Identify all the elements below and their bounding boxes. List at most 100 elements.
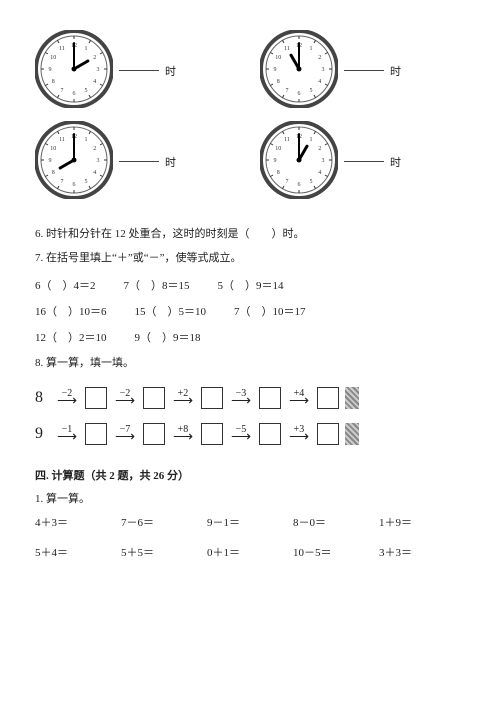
equation-item: 6（ ）4＝2 — [35, 277, 96, 293]
answer-box[interactable] — [317, 387, 339, 409]
answer-box[interactable] — [259, 423, 281, 445]
answer-box[interactable] — [143, 387, 165, 409]
calc-item: 9－1＝ — [207, 514, 293, 530]
svg-text:3: 3 — [322, 67, 325, 73]
svg-text:9: 9 — [274, 67, 277, 73]
arrow-icon: ⟶ — [57, 430, 77, 445]
answer-box[interactable] — [201, 423, 223, 445]
question-8: 8. 算一算，填一填。 — [35, 355, 465, 373]
svg-text:8: 8 — [277, 79, 280, 85]
arrow-icon: ⟶ — [289, 394, 309, 409]
svg-text:7: 7 — [61, 179, 64, 185]
equation-item: 5（ ）9＝14 — [218, 277, 284, 293]
svg-text:5: 5 — [85, 88, 88, 94]
equation-row: 12（ ）2＝109（ ）9＝18 — [35, 329, 465, 345]
calc-item: 5＋4＝ — [35, 544, 121, 560]
chain-block: 8−2⟶−2⟶+2⟶−3⟶+4⟶9−1⟶−7⟶+8⟶−5⟶+3⟶ — [35, 387, 465, 445]
svg-text:8: 8 — [52, 79, 55, 85]
answer-box[interactable] — [85, 423, 107, 445]
calc-item: 8－0＝ — [293, 514, 379, 530]
calc-title: 1. 算一算。 — [35, 491, 465, 509]
clock-cell: 121234567891011时 — [260, 30, 465, 111]
calc-item: 10－5＝ — [293, 544, 379, 560]
svg-text:4: 4 — [93, 79, 96, 85]
calc-item: 7－6＝ — [121, 514, 207, 530]
svg-text:4: 4 — [318, 79, 321, 85]
equation-item: 7（ ）10＝17 — [234, 303, 306, 319]
svg-text:2: 2 — [318, 55, 321, 61]
svg-text:1: 1 — [310, 46, 313, 52]
clock-unit-label: 时 — [165, 63, 176, 79]
chain-row: 8−2⟶−2⟶+2⟶−3⟶+4⟶ — [35, 387, 465, 409]
svg-text:7: 7 — [286, 88, 289, 94]
answer-line[interactable] — [119, 70, 159, 71]
svg-text:6: 6 — [73, 182, 76, 188]
equation-row: 6（ ）4＝27（ ）8＝155（ ）9＝14 — [35, 277, 465, 293]
arrow-icon: ⟶ — [115, 394, 135, 409]
svg-text:3: 3 — [322, 158, 325, 164]
clock-unit-label: 时 — [165, 154, 176, 170]
chain-start: 8 — [35, 389, 43, 407]
svg-text:10: 10 — [50, 146, 56, 152]
clock-unit-label: 时 — [390, 154, 401, 170]
clock-unit-label: 时 — [390, 63, 401, 79]
clock-cell: 121234567891011时 — [260, 121, 465, 202]
chain-start: 9 — [35, 425, 43, 443]
svg-text:11: 11 — [284, 137, 290, 143]
answer-box[interactable] — [259, 387, 281, 409]
svg-text:9: 9 — [49, 158, 52, 164]
svg-text:1: 1 — [310, 137, 313, 143]
svg-text:10: 10 — [50, 55, 56, 61]
svg-text:1: 1 — [85, 137, 88, 143]
calc-item: 1＋9＝ — [379, 514, 465, 530]
question-7: 7. 在括号里填上“＋”或“－”，使等式成立。 — [35, 250, 465, 268]
svg-text:3: 3 — [97, 67, 100, 73]
answer-line[interactable] — [344, 161, 384, 162]
svg-text:5: 5 — [310, 179, 313, 185]
arrow-icon: ⟶ — [57, 394, 77, 409]
arrow-step: −7⟶ — [107, 424, 143, 444]
arrow-step: +8⟶ — [165, 424, 201, 444]
equation-item: 9（ ）9＝18 — [135, 329, 201, 345]
svg-text:9: 9 — [274, 158, 277, 164]
calc-item: 4＋3＝ — [35, 514, 121, 530]
svg-text:10: 10 — [275, 55, 281, 61]
equation-row: 16（ ）10＝615（ ）5＝107（ ）10＝17 — [35, 303, 465, 319]
answer-box[interactable] — [143, 423, 165, 445]
svg-text:2: 2 — [93, 55, 96, 61]
svg-text:6: 6 — [298, 91, 301, 97]
svg-text:5: 5 — [310, 88, 313, 94]
clock-cell: 121234567891011时 — [35, 30, 240, 111]
answer-box[interactable] — [201, 387, 223, 409]
flag-icon — [345, 387, 359, 409]
svg-text:6: 6 — [73, 91, 76, 97]
svg-text:1: 1 — [85, 46, 88, 52]
calc-item: 3＋3＝ — [379, 544, 465, 560]
clock-icon: 121234567891011 — [35, 30, 113, 111]
svg-text:11: 11 — [284, 46, 290, 52]
calc-item: 0＋1＝ — [207, 544, 293, 560]
clock-icon: 121234567891011 — [260, 30, 338, 111]
svg-text:5: 5 — [85, 179, 88, 185]
answer-line[interactable] — [344, 70, 384, 71]
flag-icon — [345, 423, 359, 445]
equation-item: 15（ ）5＝10 — [135, 303, 207, 319]
arrow-step: +2⟶ — [165, 388, 201, 408]
svg-text:4: 4 — [318, 170, 321, 176]
chain-row: 9−1⟶−7⟶+8⟶−5⟶+3⟶ — [35, 423, 465, 445]
arrow-icon: ⟶ — [173, 394, 193, 409]
svg-text:7: 7 — [286, 179, 289, 185]
answer-box[interactable] — [317, 423, 339, 445]
arrow-step: −3⟶ — [223, 388, 259, 408]
arrow-step: −2⟶ — [107, 388, 143, 408]
svg-text:6: 6 — [298, 182, 301, 188]
clock-cell: 121234567891011时 — [35, 121, 240, 202]
arrow-icon: ⟶ — [289, 430, 309, 445]
question-6: 6. 时针和分针在 12 处重合，这时的时刻是（ ）时。 — [35, 226, 465, 244]
answer-line[interactable] — [119, 161, 159, 162]
calc-item: 5＋5＝ — [121, 544, 207, 560]
answer-box[interactable] — [85, 387, 107, 409]
svg-text:4: 4 — [93, 170, 96, 176]
clock-grid: 121234567891011时121234567891011时12123456… — [35, 30, 465, 202]
svg-text:7: 7 — [61, 88, 64, 94]
